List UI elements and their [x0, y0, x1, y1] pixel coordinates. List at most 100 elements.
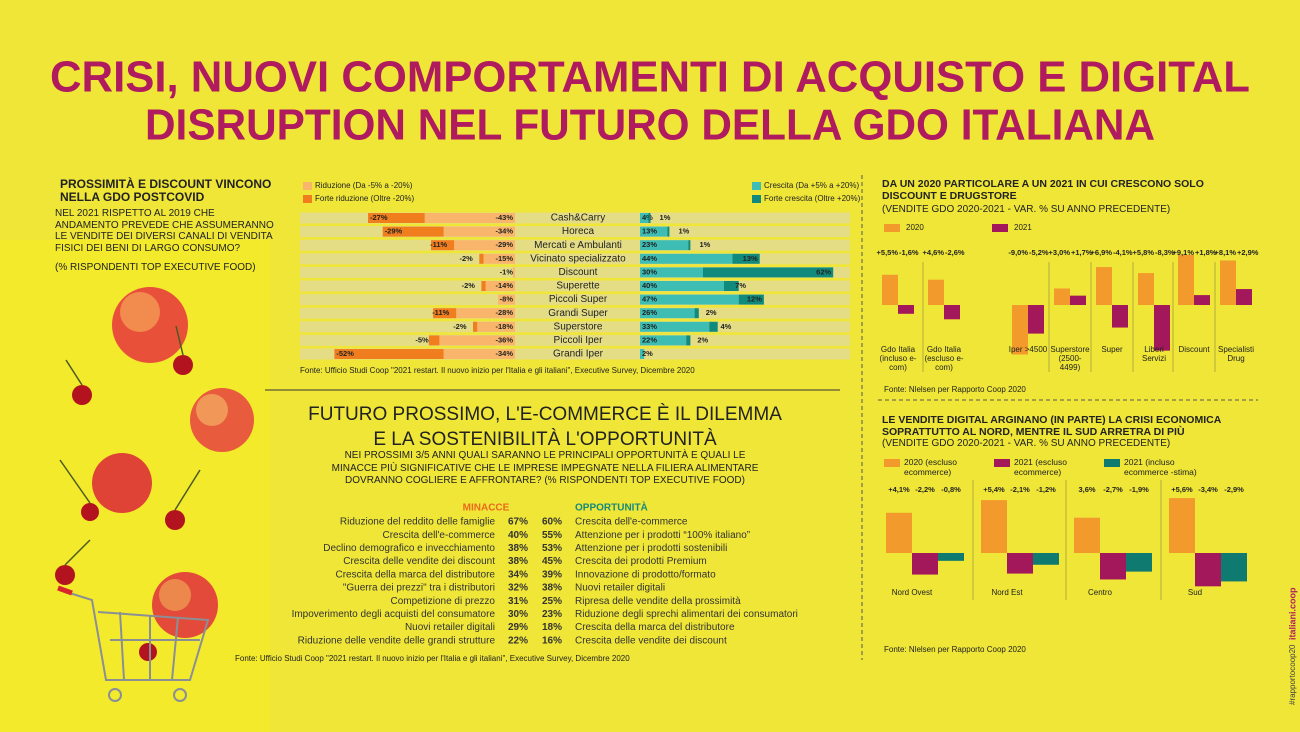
category-label: Superstore (2500-4499)	[1050, 345, 1090, 372]
section-title: FUTURO PROSSIMO, L'E-COMMERCE È IL DILEM…	[308, 404, 782, 425]
value-label: -2,1%	[1010, 485, 1030, 494]
threat-value: 34%	[508, 569, 528, 580]
value-label: -29%	[385, 227, 403, 236]
value-label: 2%	[697, 335, 708, 344]
value-label: -1,6%	[899, 248, 919, 257]
bar	[688, 240, 691, 251]
value-label: -5%	[415, 335, 429, 344]
bar	[648, 213, 651, 223]
source: Fonte: Nlelsen per Rapporto Coop 2020	[884, 385, 1026, 394]
value-label: -36%	[495, 335, 513, 344]
bar	[439, 335, 515, 346]
opportunity-label: Attenzione per i prodotti “100% italiano…	[575, 530, 750, 541]
legend-label: 2021 (escluso ecommerce)	[1014, 457, 1067, 477]
bar	[738, 294, 764, 305]
intro-heading: PROSSIMITÀ E DISCOUNT VINCONO NELLA GDO …	[60, 177, 272, 204]
bar	[640, 335, 687, 346]
bar	[694, 308, 699, 319]
bar	[944, 305, 960, 320]
value-label: -2,7%	[1103, 485, 1123, 494]
bar	[1028, 305, 1044, 334]
bar	[640, 349, 645, 359]
value-label: +4,1%	[888, 485, 910, 494]
category-label: Sud	[1188, 588, 1202, 597]
bar	[1126, 553, 1152, 572]
category-label: Superette	[556, 281, 600, 292]
apple-highlight	[196, 394, 228, 426]
value-label: 3,6%	[1078, 485, 1095, 494]
threat-value: 40%	[508, 530, 528, 541]
bar	[1138, 273, 1154, 305]
intro-note: (% RISPONDENTI TOP EXECUTIVE FOOD)	[55, 262, 256, 273]
bar	[886, 512, 912, 553]
value-label: +3,0%	[1049, 248, 1071, 257]
value-label: -34%	[495, 227, 513, 236]
source: Fonte: Ufficio Studi Coop "2021 restart.…	[235, 654, 630, 663]
opportunity-label: Crescita della marca del distributore	[575, 622, 735, 633]
legend-label: 2020 (escluso ecommerce)	[904, 457, 957, 477]
value-label: 13%	[743, 254, 758, 263]
bar	[912, 553, 938, 575]
bar	[1054, 288, 1070, 305]
value-label: +8,1%	[1215, 248, 1237, 257]
value-label: 44%	[642, 254, 657, 263]
chart-title: DA UN 2020 PARTICOLARE A UN 2021 IN CUI …	[882, 178, 1204, 202]
value-label: +1,7%	[1071, 248, 1093, 257]
bar	[368, 213, 425, 223]
value-label: 2%	[706, 308, 717, 317]
apple-highlight	[159, 579, 191, 611]
title: DISRUPTION NEL FUTURO DELLA GDO ITALIANA	[145, 101, 1155, 150]
threat-label: Crescita delle vendite dei discount	[343, 556, 495, 567]
value-label: +2,9%	[1237, 248, 1259, 257]
value-label: -4,1%	[1113, 248, 1133, 257]
bar	[382, 226, 444, 237]
value-label: +5,5%	[877, 248, 899, 257]
bar	[1007, 553, 1033, 574]
row-stripe	[300, 280, 850, 292]
value-label: +4,6%	[923, 248, 945, 257]
value-label: 33%	[642, 322, 657, 331]
value-label: 13%	[642, 227, 657, 236]
legend-label: 2020	[906, 223, 924, 232]
bar	[1221, 553, 1247, 582]
bar	[512, 267, 515, 278]
threat-label: Declino demografico e invecchiamento	[323, 543, 495, 554]
bar	[431, 240, 455, 251]
opportunity-label: Riduzione degli sprechi alimentari dei c…	[575, 609, 798, 620]
legend-swatch	[303, 182, 312, 190]
bar	[882, 274, 898, 305]
bar	[473, 321, 478, 332]
chart-subtitle: (VENDITE GDO 2020-2021 - VAR. % SU ANNO …	[882, 438, 1171, 449]
row-stripe	[300, 226, 850, 238]
value-label: 23%	[642, 240, 657, 249]
bar	[640, 321, 710, 332]
fruit-decoration	[0, 240, 270, 732]
value-label: -8,3%	[1155, 248, 1175, 257]
legend-swatch	[884, 459, 900, 467]
threat-value: 32%	[508, 583, 528, 594]
opportunity-value: 53%	[542, 543, 562, 554]
category-label: Discount	[1178, 345, 1210, 354]
category-label: Grandi Super	[548, 308, 608, 319]
table-header: OPPORTUNITÀ	[575, 501, 648, 514]
bar	[456, 308, 515, 319]
value-label: -3,4%	[1198, 485, 1218, 494]
bar	[640, 240, 689, 251]
value-label: 1%	[660, 213, 671, 222]
bar	[1220, 260, 1236, 305]
bar	[640, 281, 724, 291]
bar	[443, 226, 515, 237]
legend-swatch	[752, 182, 761, 190]
bar	[1096, 267, 1112, 305]
value-label: -5,2%	[1029, 248, 1049, 257]
row-stripe	[300, 294, 850, 306]
bar	[640, 226, 668, 237]
bar	[640, 294, 739, 305]
value-label: -0,8%	[941, 485, 961, 494]
threat-value: 31%	[508, 596, 528, 607]
threat-value: 38%	[508, 556, 528, 567]
threat-value: 30%	[508, 609, 528, 620]
value-label: 4%	[720, 322, 731, 331]
value-label: -34%	[495, 349, 513, 358]
